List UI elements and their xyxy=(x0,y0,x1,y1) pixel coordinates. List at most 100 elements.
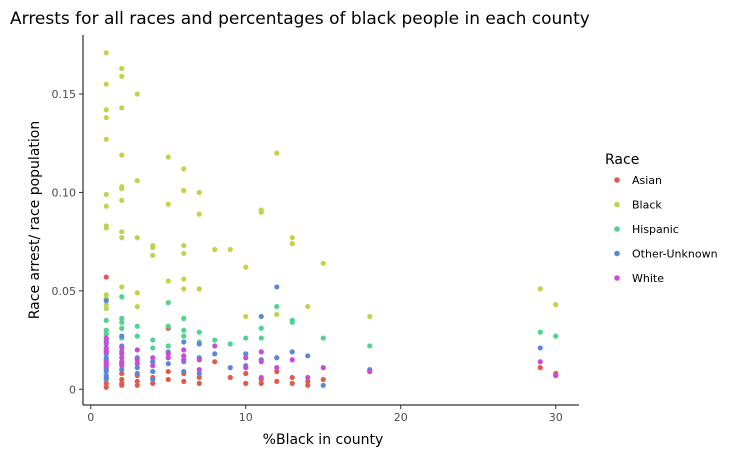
point-black xyxy=(134,178,140,184)
point-asian xyxy=(212,359,218,365)
point-asian xyxy=(274,378,280,384)
point-white xyxy=(165,351,171,357)
x-axis-ticks: 0 10 20 30 xyxy=(87,405,563,424)
point-black xyxy=(103,225,109,231)
point-hispanic xyxy=(150,337,156,343)
point-white xyxy=(119,355,125,361)
point-black xyxy=(103,302,109,308)
point-white xyxy=(119,351,125,357)
point-black xyxy=(103,203,109,209)
point-white xyxy=(537,359,543,365)
legend-title: Race xyxy=(605,152,639,168)
point-black xyxy=(103,191,109,198)
point-white xyxy=(367,368,373,375)
point-other-unknown xyxy=(181,368,187,375)
plot-area: 0 10 20 30 0 0.05 0.10 0.15 xyxy=(52,35,579,424)
legend-swatch-hispanic xyxy=(614,226,620,232)
point-black xyxy=(553,302,559,308)
point-asian xyxy=(274,368,280,375)
point-white xyxy=(274,365,280,371)
point-asian xyxy=(134,378,140,384)
point-other-unknown xyxy=(103,298,109,304)
point-black xyxy=(181,250,187,257)
point-white xyxy=(134,361,140,367)
point-asian xyxy=(289,380,295,386)
y-tick-label: 0.05 xyxy=(52,285,77,298)
point-black xyxy=(119,65,125,72)
legend-label-hispanic: Hispanic xyxy=(632,223,679,236)
point-white xyxy=(103,335,109,341)
chart-title: Arrests for all races and percentages of… xyxy=(10,9,590,29)
point-black xyxy=(181,276,187,282)
point-other-unknown xyxy=(258,313,264,320)
point-black xyxy=(103,81,109,87)
point-black xyxy=(274,150,280,156)
point-white xyxy=(134,347,140,353)
point-asian xyxy=(119,382,125,388)
point-white xyxy=(320,365,326,371)
point-black xyxy=(103,115,109,121)
point-black xyxy=(320,260,326,266)
point-other-unknown xyxy=(289,349,295,355)
legend-label-asian: Asian xyxy=(632,174,662,187)
legend-label-black: Black xyxy=(632,199,662,212)
point-black xyxy=(103,136,109,142)
point-hispanic xyxy=(258,325,264,331)
point-hispanic xyxy=(103,331,109,337)
point-white xyxy=(103,349,109,355)
point-black xyxy=(289,235,295,241)
x-tick-label: 10 xyxy=(239,411,253,424)
data-points xyxy=(103,50,559,390)
point-hispanic xyxy=(196,329,202,335)
point-hispanic xyxy=(258,335,264,341)
point-hispanic xyxy=(537,329,543,335)
point-asian xyxy=(165,368,171,375)
point-asian xyxy=(305,382,311,388)
point-hispanic xyxy=(165,323,171,329)
point-other-unknown xyxy=(537,345,543,351)
point-white xyxy=(103,359,109,365)
point-black xyxy=(119,152,125,158)
point-white xyxy=(196,366,202,373)
point-other-unknown xyxy=(103,368,109,375)
point-other-unknown xyxy=(150,376,156,383)
point-other-unknown xyxy=(212,351,218,357)
point-white xyxy=(258,349,264,355)
point-black xyxy=(150,252,156,259)
point-white xyxy=(150,363,156,369)
point-asian xyxy=(119,370,125,377)
point-black xyxy=(305,303,311,310)
point-white xyxy=(553,372,559,379)
point-hispanic xyxy=(227,341,233,347)
point-black xyxy=(103,50,109,56)
point-black xyxy=(134,290,140,296)
point-black xyxy=(119,73,125,79)
point-black xyxy=(103,292,109,298)
point-hispanic xyxy=(103,317,109,323)
point-other-unknown xyxy=(320,382,326,388)
point-black xyxy=(134,235,140,241)
legend-items: Asian Black Hispanic Other-Unknown White xyxy=(614,174,718,285)
point-black xyxy=(181,286,187,292)
point-other-unknown xyxy=(181,339,187,345)
point-white xyxy=(165,355,171,361)
point-white xyxy=(119,363,125,369)
point-black xyxy=(165,278,171,284)
point-hispanic xyxy=(181,333,187,339)
point-black xyxy=(134,91,140,97)
point-asian xyxy=(150,380,156,386)
point-hispanic xyxy=(119,294,125,300)
point-hispanic xyxy=(181,315,187,322)
point-black xyxy=(150,244,156,251)
y-axis-title: Race arrest/ race population xyxy=(27,121,43,319)
legend-swatch-white xyxy=(614,275,620,281)
y-axis-ticks: 0 0.05 0.10 0.15 xyxy=(52,88,83,396)
point-white xyxy=(258,374,264,381)
point-hispanic xyxy=(119,315,125,322)
point-other-unknown xyxy=(134,365,140,371)
point-white xyxy=(243,365,249,371)
point-other-unknown xyxy=(119,366,125,373)
point-white xyxy=(181,357,187,363)
point-black xyxy=(103,305,109,312)
